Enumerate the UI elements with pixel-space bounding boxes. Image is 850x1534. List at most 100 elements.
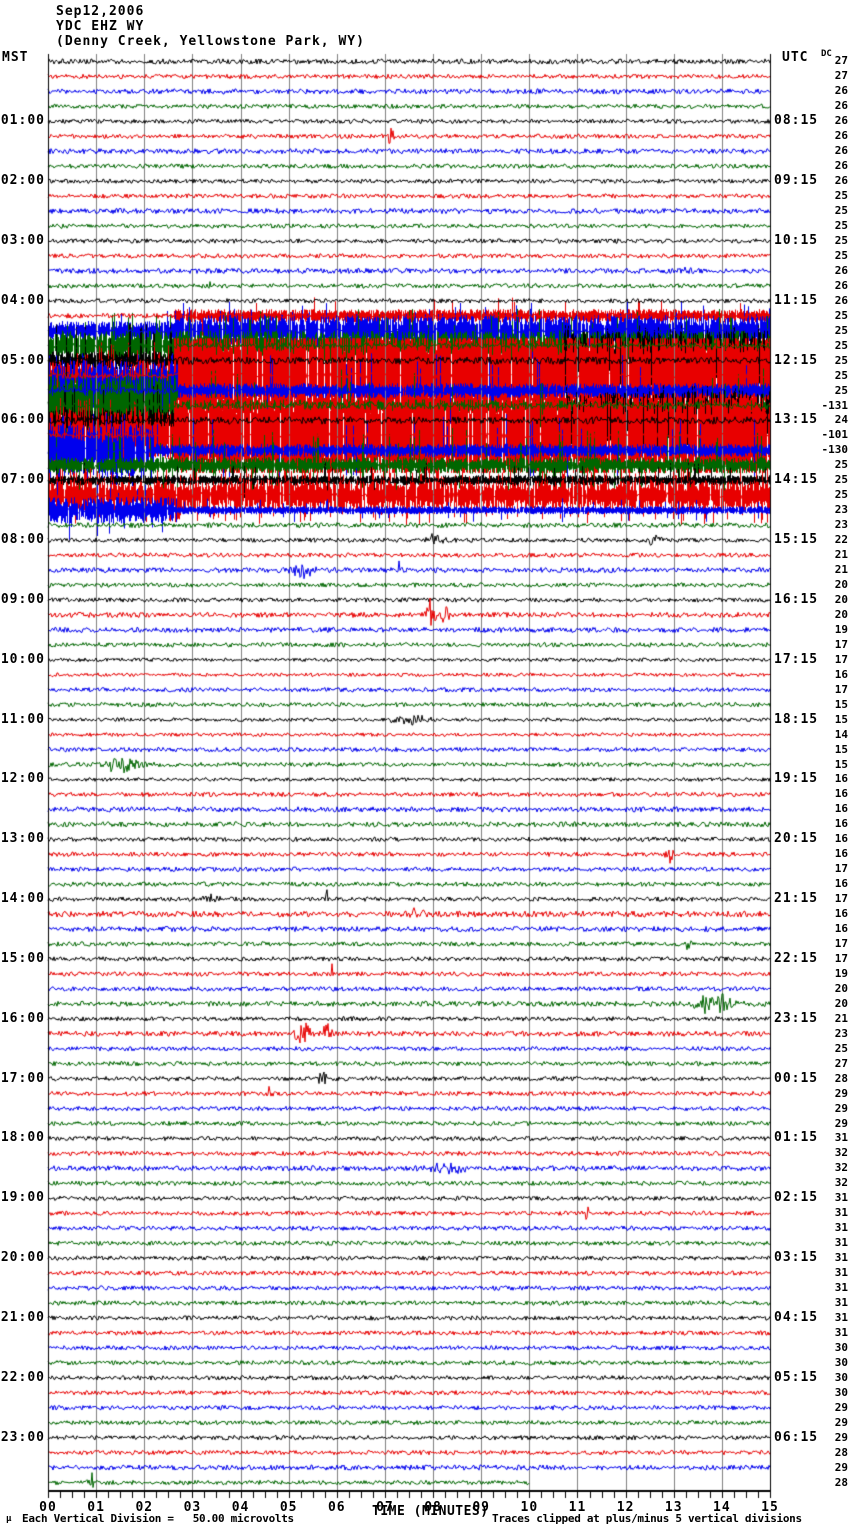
x-tick-label: 00 (39, 1500, 57, 1515)
dc-value: 15 (834, 697, 848, 711)
dc-value: 28 (834, 1445, 848, 1459)
utc-time-label: 02:15 (774, 1190, 819, 1206)
dc-value: 17 (834, 637, 848, 651)
dc-value: 25 (834, 204, 848, 218)
x-tick-label: 04 (231, 1500, 250, 1515)
x-tick-label: 07 (376, 1500, 394, 1515)
dc-value: 25 (834, 308, 848, 322)
utc-time-label: 17:15 (774, 651, 819, 667)
dc-value: 23 (834, 503, 848, 517)
utc-time-label: 04:15 (774, 1309, 819, 1325)
dc-value: 27 (834, 54, 848, 68)
utc-time-label: 14:15 (774, 472, 819, 488)
dc-value: 25 (834, 233, 848, 247)
station-title: YDC EHZ WY (56, 19, 145, 34)
dc-value: 32 (834, 1161, 848, 1175)
utc-time-label: 06:15 (774, 1429, 819, 1445)
dc-value: 26 (834, 278, 848, 292)
dc-value: 26 (834, 99, 848, 113)
dc-value: 16 (834, 817, 848, 831)
dc-value: 26 (834, 159, 848, 173)
x-tick-label: 10 (520, 1500, 539, 1515)
dc-value: 17 (834, 951, 848, 965)
x-tick-label: 12 (616, 1500, 635, 1515)
mst-time-label: 19:00 (0, 1190, 45, 1206)
dc-value: 31 (834, 1266, 848, 1280)
dc-value: 16 (834, 922, 848, 936)
utc-time-label: 10:15 (774, 232, 819, 248)
dc-value: 32 (834, 1176, 848, 1190)
dc-value: 26 (834, 293, 848, 307)
utc-axis-header: UTC (782, 50, 809, 65)
dc-value: 29 (834, 1101, 848, 1115)
dc-value: 25 (834, 353, 848, 367)
dc-axis-header: DC (821, 49, 832, 59)
dc-value: 21 (834, 563, 848, 577)
dc-value: 31 (834, 1236, 848, 1250)
dc-value: 19 (834, 622, 848, 636)
utc-time-label: 16:15 (774, 591, 819, 607)
dc-value: 27 (834, 1056, 848, 1070)
utc-time-label: 11:15 (774, 292, 819, 308)
dc-value: 16 (834, 847, 848, 861)
dc-value: 15 (834, 757, 848, 771)
dc-value: 29 (834, 1430, 848, 1444)
location-title: (Denny Creek, Yellowstone Park, WY) (56, 34, 365, 49)
dc-value: 19 (834, 966, 848, 980)
dc-value: 28 (834, 1071, 848, 1085)
dc-value: 23 (834, 518, 848, 532)
x-tick-label: 14 (713, 1500, 731, 1515)
dc-value: 20 (834, 592, 848, 606)
dc-value: 28 (834, 1475, 848, 1489)
dc-value: 15 (834, 742, 848, 756)
utc-time-label: 13:15 (774, 412, 819, 428)
dc-value: 25 (834, 189, 848, 203)
dc-value: 22 (834, 533, 848, 547)
dc-value: 29 (834, 1086, 848, 1100)
dc-value: 25 (834, 368, 848, 382)
mst-time-label: 20:00 (0, 1250, 45, 1266)
dc-value: 27 (834, 69, 848, 83)
x-tick-label: 08 (424, 1500, 442, 1515)
utc-time-label: 22:15 (774, 950, 819, 966)
dc-value: 29 (834, 1116, 848, 1130)
dc-value: 31 (834, 1310, 848, 1324)
dc-value: 25 (834, 323, 848, 337)
dc-value: 16 (834, 667, 848, 681)
dc-value: 16 (834, 802, 848, 816)
mst-time-label: 02:00 (0, 173, 45, 189)
dc-value: -101 (821, 428, 849, 442)
mst-time-label: 14:00 (0, 891, 45, 907)
dc-value: 26 (834, 174, 848, 188)
dc-value: 25 (834, 338, 848, 352)
dc-value: 31 (834, 1131, 848, 1145)
utc-time-label: 21:15 (774, 891, 819, 907)
dc-value: 30 (834, 1340, 848, 1354)
dc-value: 16 (834, 772, 848, 786)
utc-time-label: 09:15 (774, 173, 819, 189)
dc-value: 16 (834, 787, 848, 801)
mst-time-label: 21:00 (0, 1309, 45, 1325)
utc-time-label: 18:15 (774, 711, 819, 727)
mst-time-label: 07:00 (0, 472, 45, 488)
utc-time-label: 01:15 (774, 1130, 819, 1146)
dc-value: 17 (834, 682, 848, 696)
utc-time-label: 03:15 (774, 1250, 819, 1266)
dc-value: 25 (834, 248, 848, 262)
dc-value: 31 (834, 1281, 848, 1295)
dc-value: 31 (834, 1206, 848, 1220)
mst-axis-header: MST (2, 50, 29, 65)
utc-time-label: 19:15 (774, 771, 819, 787)
mst-time-label: 11:00 (0, 711, 45, 727)
utc-time-label: 05:15 (774, 1369, 819, 1385)
x-tick-label: 15 (761, 1500, 779, 1515)
mst-time-label: 08:00 (0, 532, 45, 548)
dc-value: 24 (834, 413, 848, 427)
dc-value: 20 (834, 578, 848, 592)
dc-value: 17 (834, 937, 848, 951)
scale-note: Each Vertical Division = 50.00 microvolt… (22, 1512, 294, 1525)
utc-time-label: 00:15 (774, 1070, 819, 1086)
mst-time-label: 03:00 (0, 232, 45, 248)
dc-value: 30 (834, 1370, 848, 1384)
